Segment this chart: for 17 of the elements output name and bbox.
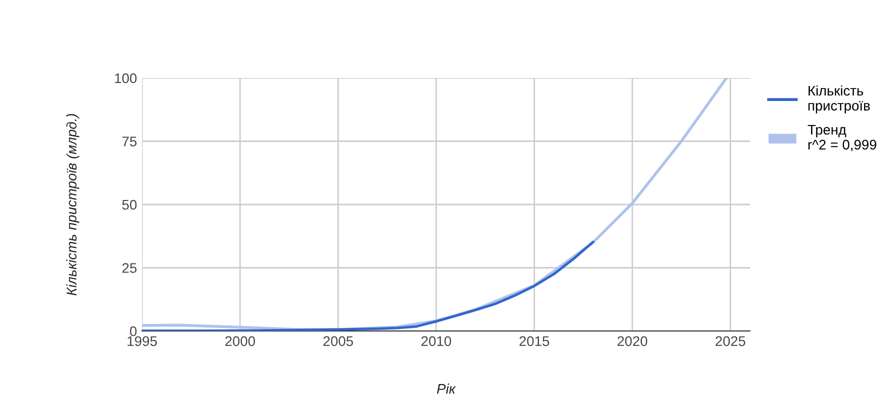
- legend-label: Тренд r^2 = 0,999: [808, 124, 876, 152]
- x-tick-label: 2025: [716, 336, 746, 346]
- line-series: [142, 240, 594, 331]
- x-tick-label: 2010: [421, 336, 452, 346]
- x-tick-label: 2005: [323, 336, 353, 346]
- y-tick-label: 75: [122, 136, 137, 146]
- x-tick-label: 2015: [520, 336, 550, 346]
- x-tick-label: 1995: [128, 336, 157, 346]
- y-tick-label: 100: [115, 73, 137, 84]
- x-axis-title: Рік: [436, 384, 456, 394]
- x-tick-label: 2020: [618, 336, 648, 346]
- y-tick-label: 50: [122, 200, 137, 210]
- y-axis-title: Кількість пристроїв (млрд.): [66, 114, 80, 296]
- y-tick-label: 0: [130, 326, 137, 336]
- x-tick-label: 2000: [225, 336, 255, 346]
- y-tick-label: 25: [122, 263, 137, 273]
- legend-label: Кількість пристроїв: [808, 85, 870, 114]
